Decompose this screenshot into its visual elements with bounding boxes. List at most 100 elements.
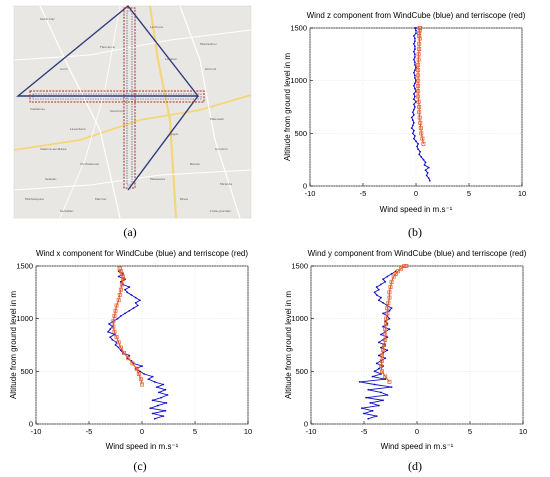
map-road bbox=[59, 5, 121, 219]
data-point-terriscope bbox=[416, 52, 421, 57]
y-tick-label: 1000 bbox=[16, 314, 33, 323]
data-point-terriscope bbox=[117, 293, 122, 297]
data-point-windcube bbox=[166, 394, 169, 396]
plot-area bbox=[310, 265, 524, 425]
map-place-label: Masseube bbox=[150, 177, 165, 181]
data-point-windcube bbox=[363, 412, 365, 415]
y-tick-label: 1500 bbox=[16, 262, 33, 271]
data-point-windcube bbox=[114, 344, 117, 346]
data-point-windcube bbox=[415, 27, 417, 29]
data-point-windcube bbox=[414, 77, 416, 79]
x-tick-label: 10 bbox=[518, 189, 526, 198]
data-point-terriscope bbox=[111, 319, 116, 324]
data-point-terriscope bbox=[383, 332, 388, 337]
data-point-terriscope bbox=[417, 47, 422, 52]
data-point-windcube bbox=[157, 404, 159, 407]
data-point-windcube bbox=[130, 294, 133, 296]
data-point-windcube bbox=[380, 333, 382, 336]
data-point-windcube bbox=[371, 409, 374, 412]
map-place-label: Samatan bbox=[60, 209, 74, 213]
data-point-terriscope bbox=[140, 382, 144, 387]
data-point-windcube bbox=[410, 127, 413, 129]
data-point-windcube bbox=[128, 286, 131, 288]
map-road bbox=[13, 169, 252, 191]
map-place-label: Montesquiou bbox=[25, 197, 44, 201]
data-point-windcube bbox=[384, 357, 387, 360]
data-point-terriscope bbox=[416, 99, 421, 104]
map-place-label: Montestruc bbox=[200, 42, 217, 46]
map-road bbox=[13, 29, 252, 61]
data-point-terriscope bbox=[384, 316, 389, 321]
data-point-windcube bbox=[422, 158, 425, 161]
data-point-terriscope bbox=[421, 141, 426, 146]
data-point-terriscope bbox=[126, 356, 131, 361]
data-point-windcube bbox=[410, 116, 413, 119]
data-point-windcube bbox=[384, 378, 387, 381]
data-point-windcube bbox=[414, 135, 416, 137]
data-point-windcube bbox=[414, 53, 416, 56]
data-point-terriscope bbox=[418, 120, 423, 125]
data-point-terriscope bbox=[118, 269, 123, 274]
data-point-windcube bbox=[411, 111, 414, 114]
panel-label-a: (a) bbox=[123, 225, 136, 239]
data-point-windcube bbox=[365, 396, 368, 399]
data-point-windcube bbox=[417, 148, 420, 151]
data-point-terriscope bbox=[114, 303, 119, 308]
data-point-windcube bbox=[424, 169, 427, 172]
data-point-windcube bbox=[427, 166, 430, 169]
map-place-label: Saramon bbox=[110, 109, 124, 113]
data-point-terriscope bbox=[385, 311, 390, 316]
data-point-windcube bbox=[412, 58, 415, 61]
map-panel: Saint-Clar Lectoure Fleurance Montestruc Auc… bbox=[13, 5, 252, 219]
data-point-windcube bbox=[126, 291, 129, 294]
map-place-label: L'Isle-Jourdain bbox=[210, 209, 231, 213]
data-point-windcube bbox=[111, 338, 114, 341]
map-road bbox=[13, 94, 252, 151]
flight-track-triangle bbox=[16, 5, 200, 97]
data-point-terriscope bbox=[418, 26, 423, 30]
data-point-terriscope bbox=[112, 314, 117, 318]
data-point-windcube bbox=[425, 174, 428, 177]
data-point-terriscope bbox=[402, 264, 407, 268]
data-point-windcube bbox=[358, 380, 361, 383]
map-place-label: Barran bbox=[190, 162, 200, 166]
data-point-windcube bbox=[414, 61, 416, 64]
data-point-windcube bbox=[375, 415, 378, 417]
data-point-terriscope bbox=[416, 57, 421, 62]
data-point-windcube bbox=[128, 309, 131, 312]
y-axis-label: Altitude from ground level in m bbox=[284, 291, 293, 399]
data-point-windcube bbox=[412, 98, 415, 100]
data-point-windcube bbox=[382, 325, 384, 328]
data-point-windcube bbox=[390, 307, 393, 310]
data-point-terriscope bbox=[117, 266, 122, 271]
crossing-track-vertical-inner bbox=[126, 10, 133, 186]
data-point-terriscope bbox=[388, 285, 393, 290]
data-point-windcube bbox=[143, 373, 146, 375]
data-point-terriscope bbox=[382, 343, 387, 347]
data-point-terriscope bbox=[417, 115, 422, 120]
map-background bbox=[13, 5, 252, 219]
x-axis-label: Wind speed in m.s⁻¹ bbox=[106, 442, 179, 451]
x-tick-label: 0 bbox=[140, 427, 144, 436]
x-tick-label: -10 bbox=[306, 427, 317, 436]
data-point-terriscope bbox=[136, 372, 141, 376]
data-point-terriscope bbox=[114, 335, 119, 340]
y-tick-label: 0 bbox=[303, 182, 307, 191]
map-place-label: Mauvezin bbox=[210, 117, 224, 121]
data-point-windcube bbox=[414, 69, 416, 72]
x-tick-label: 5 bbox=[467, 189, 471, 198]
map-place-label: Lombez bbox=[165, 57, 177, 61]
data-point-windcube bbox=[415, 32, 417, 35]
data-point-windcube bbox=[420, 156, 423, 158]
data-point-windcube bbox=[375, 294, 378, 296]
data-point-windcube bbox=[380, 373, 382, 375]
data-point-windcube bbox=[412, 35, 415, 37]
data-point-windcube bbox=[414, 82, 416, 85]
data-point-terriscope bbox=[417, 110, 422, 115]
data-point-terriscope bbox=[419, 131, 424, 136]
data-point-terriscope bbox=[417, 36, 422, 41]
map-place-label: Castelnau bbox=[30, 107, 45, 111]
data-point-windcube bbox=[424, 161, 427, 164]
data-point-terriscope bbox=[417, 41, 422, 46]
y-axis-label: Altitude from ground level in m bbox=[9, 291, 18, 399]
